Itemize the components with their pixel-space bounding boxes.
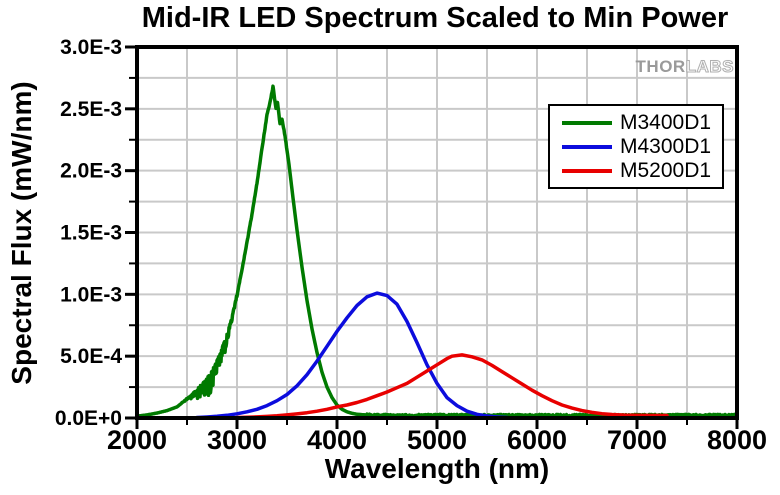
y-tick-label: 2.5E-3 xyxy=(60,98,122,121)
legend-label-m4300d1: M4300D1 xyxy=(620,135,712,158)
watermark-labs-text: LABS xyxy=(685,57,734,77)
legend-line-blue xyxy=(562,145,612,149)
legend-label-m3400d1: M3400D1 xyxy=(620,111,712,134)
watermark-thor-text: THOR xyxy=(635,57,686,76)
legend-item-m3400d1: M3400D1 xyxy=(562,111,716,135)
series-M5200D1 xyxy=(235,353,669,419)
y-tick-label: 0.0E+0 xyxy=(55,407,122,430)
x-tick-label: 3000 xyxy=(207,425,267,455)
x-axis-title: Wavelength (nm) xyxy=(324,453,550,484)
x-tick-label: 2000 xyxy=(107,425,167,455)
legend-item-m5200d1: M5200D1 xyxy=(562,159,716,183)
y-axis-title: Spectral Flux (mW/nm) xyxy=(6,81,37,385)
legend-line-red xyxy=(562,169,612,173)
y-tick-label: 1.0E-3 xyxy=(60,283,122,306)
y-tick-label: 2.0E-3 xyxy=(60,160,122,183)
gridlines xyxy=(137,47,737,418)
y-tick-label: 3.0E-3 xyxy=(60,36,122,59)
axis-ticks xyxy=(125,45,739,429)
legend-item-m4300d1: M4300D1 xyxy=(562,135,716,159)
x-tick-label: 7000 xyxy=(607,425,667,455)
y-tick-label: 1.5E-3 xyxy=(60,222,122,245)
legend: M3400D1 M4300D1 M5200D1 xyxy=(548,104,724,189)
series-M4300D1 xyxy=(195,291,509,419)
chart-title: Mid-IR LED Spectrum Scaled to Min Power xyxy=(141,2,729,34)
thorlabs-watermark: THORLABS xyxy=(636,57,734,77)
x-tick-label: 6000 xyxy=(507,425,567,455)
x-tick-label: 5000 xyxy=(407,425,467,455)
y-tick-label: 5.0E-4 xyxy=(60,345,122,368)
legend-label-m5200d1: M5200D1 xyxy=(620,159,712,182)
x-tick-label: 4000 xyxy=(307,425,367,455)
legend-line-green xyxy=(562,121,612,125)
curves xyxy=(136,84,738,419)
x-tick-label: 8000 xyxy=(707,425,767,455)
plot-frame xyxy=(135,45,739,420)
